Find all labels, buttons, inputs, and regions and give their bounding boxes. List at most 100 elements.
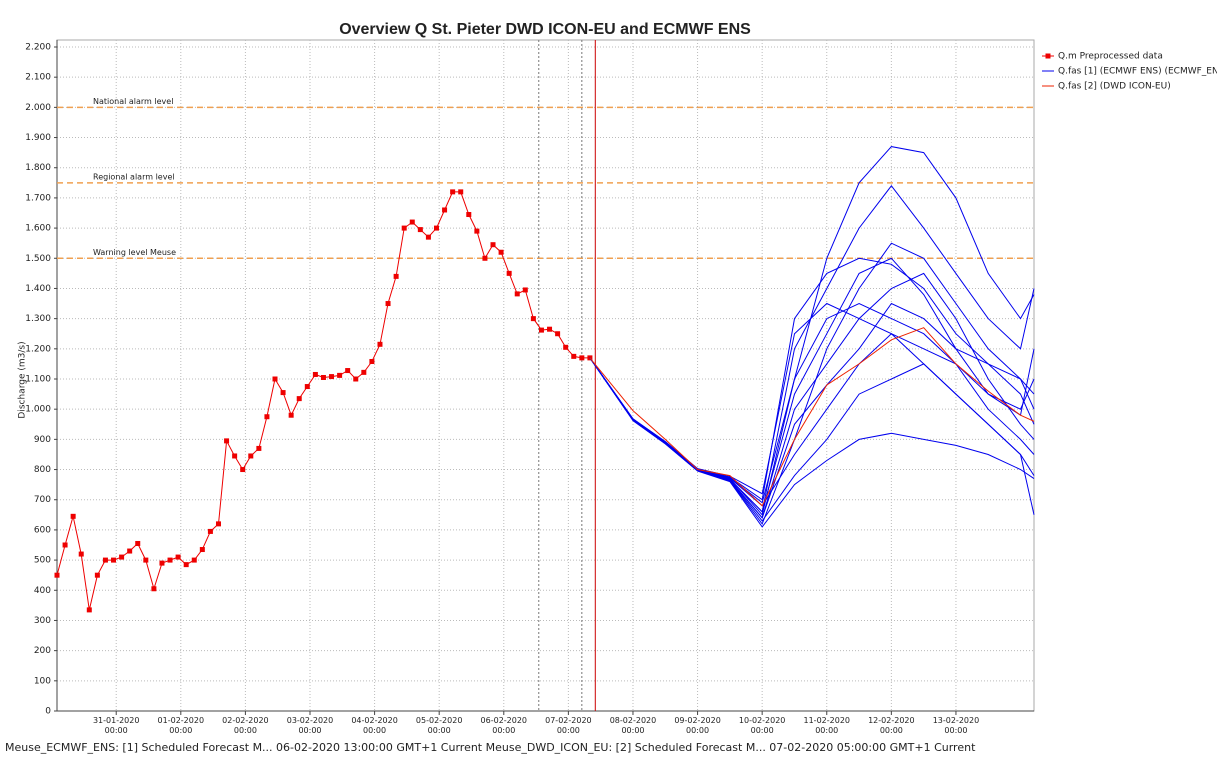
y-tick-label: 1.800	[25, 163, 51, 173]
x-tick-label: 31-01-2020 00:00	[92, 716, 140, 735]
data-point	[482, 255, 488, 261]
y-tick-label: 1.500	[25, 254, 51, 264]
x-tick-label: 10-02-2020 00:00	[738, 716, 786, 735]
x-tick-label: 02-02-2020 00:00	[222, 716, 269, 735]
data-point	[62, 542, 68, 548]
data-point	[127, 548, 133, 554]
y-tick-label: 200	[34, 646, 51, 656]
data-point	[304, 384, 310, 390]
data-point	[433, 225, 439, 231]
y-tick-label: 1.900	[25, 133, 51, 143]
data-point	[506, 270, 512, 276]
data-point	[547, 326, 553, 332]
data-point	[329, 374, 335, 380]
data-point	[135, 540, 141, 546]
x-tick-label: 03-02-2020 00:00	[286, 716, 334, 735]
y-tick-label: 2.200	[25, 43, 51, 53]
data-point	[369, 358, 375, 364]
ensemble-member-line	[589, 257, 1035, 501]
data-point	[587, 355, 593, 361]
data-point	[442, 207, 448, 213]
x-tick-label: 08-02-2020 00:00	[609, 716, 657, 735]
data-point	[207, 528, 213, 534]
legend-marker	[1045, 53, 1051, 59]
chart-title: Overview Q St. Pieter DWD ICON-EU and EC…	[339, 21, 751, 38]
data-point	[119, 554, 125, 560]
data-point	[377, 341, 383, 347]
y-tick-label: 500	[34, 556, 51, 566]
y-tick-label: 1.400	[25, 284, 51, 294]
data-point	[256, 445, 262, 451]
ensemble-member-line	[589, 357, 1035, 522]
threshold-label: Warning level Meuse	[93, 248, 176, 257]
y-tick-label: 600	[34, 525, 51, 535]
data-point	[538, 327, 544, 333]
data-point	[320, 374, 326, 380]
y-tick-label: 0	[45, 707, 51, 717]
data-point	[183, 562, 189, 568]
data-point	[571, 353, 577, 359]
data-point	[345, 368, 351, 374]
data-point	[159, 560, 165, 566]
y-tick-label: 400	[34, 586, 51, 596]
data-point	[401, 225, 407, 231]
x-tick-label: 06-02-2020 00:00	[480, 716, 528, 735]
y-axis-label: Discharge (m3/s)	[18, 341, 28, 418]
data-point	[94, 572, 100, 578]
data-point	[191, 557, 197, 563]
data-point	[70, 513, 76, 519]
data-point	[272, 376, 278, 382]
x-tick-label: 11-02-2020 00:00	[803, 716, 851, 735]
data-point	[175, 554, 181, 560]
plot-area	[56, 39, 1035, 712]
data-point	[224, 438, 230, 444]
data-point	[385, 301, 391, 307]
data-point	[199, 547, 205, 553]
x-tick-label: 04-02-2020 00:00	[351, 716, 398, 735]
data-point	[450, 189, 456, 195]
y-tick-label: 1.000	[25, 405, 51, 415]
y-tick-label: 1.300	[25, 314, 51, 324]
series-line	[589, 327, 1035, 507]
data-point	[353, 376, 359, 382]
data-point	[215, 521, 221, 527]
data-point	[78, 551, 84, 557]
data-point	[280, 390, 286, 396]
data-point	[111, 557, 117, 563]
data-point	[288, 412, 294, 418]
y-tick-label: 900	[34, 435, 51, 445]
y-tick-label: 1.700	[25, 193, 51, 203]
threshold-label: Regional alarm level	[93, 172, 175, 181]
data-point	[409, 219, 415, 225]
x-tick-label: 12-02-2020 00:00	[868, 716, 915, 735]
legend-label: Q.fas [2] (DWD ICON-EU)	[1058, 82, 1171, 92]
data-point	[425, 234, 431, 240]
data-point	[143, 557, 149, 563]
data-point	[296, 396, 302, 402]
y-tick-label: 1.600	[25, 224, 51, 234]
data-point	[337, 372, 343, 378]
y-tick-label: 2.100	[25, 73, 51, 83]
data-point	[232, 453, 238, 459]
data-point	[555, 331, 561, 337]
x-tick-label: 13-02-2020 00:00	[932, 716, 980, 735]
data-point	[530, 316, 536, 322]
ensemble-member-line	[589, 146, 1035, 516]
ensemble-member-line	[589, 302, 1035, 515]
data-point	[248, 453, 254, 459]
data-point	[466, 212, 472, 218]
legend-label: Q.m Preprocessed data	[1058, 52, 1163, 62]
x-tick-label: 05-02-2020 00:00	[415, 716, 463, 735]
data-point	[417, 227, 423, 233]
data-point	[498, 249, 504, 255]
y-tick-label: 700	[34, 495, 51, 505]
data-point	[54, 572, 60, 578]
status-footer: Meuse_ECMWF_ENS: [1] Scheduled Forecast …	[5, 741, 976, 754]
y-tick-label: 100	[34, 676, 51, 686]
data-point	[86, 607, 92, 613]
data-point	[393, 273, 399, 279]
threshold-label: National alarm level	[93, 97, 173, 106]
data-point	[151, 586, 157, 592]
data-point	[579, 355, 585, 361]
